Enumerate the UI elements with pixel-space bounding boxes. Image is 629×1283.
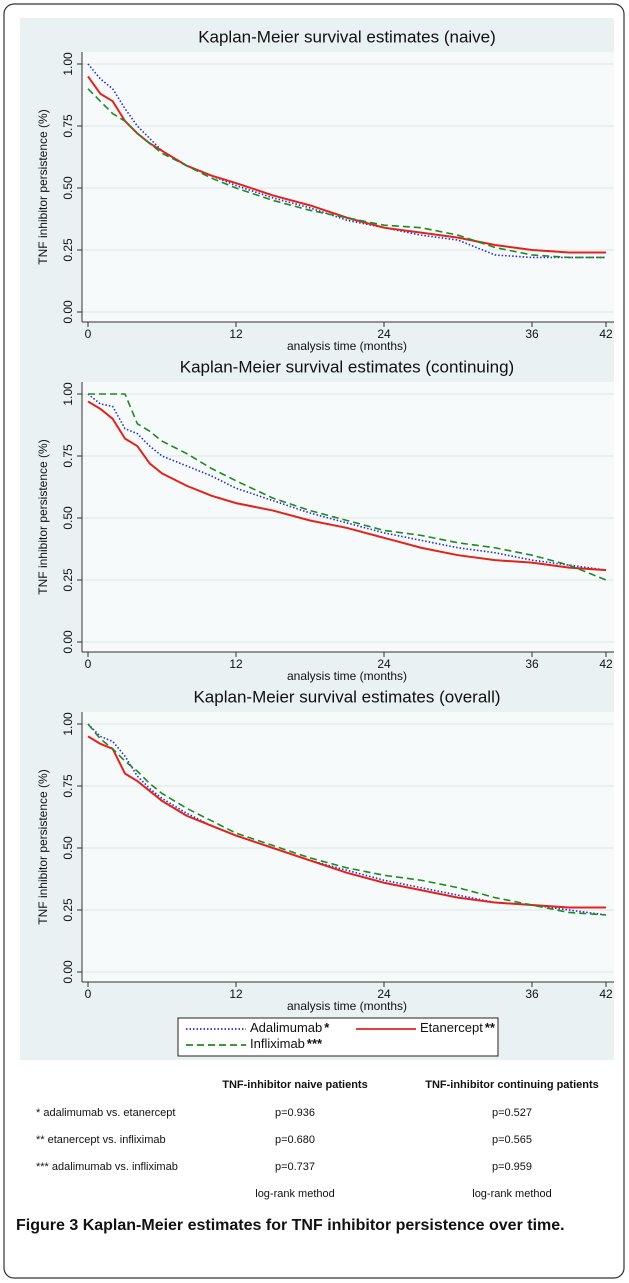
legend-name: Infliximab — [250, 1036, 305, 1051]
y-tick-label: 0.00 — [61, 960, 75, 984]
p-value: p=0.737 — [275, 1161, 315, 1173]
y-tick-label: 0.00 — [61, 300, 75, 324]
survival-line — [87, 63, 606, 259]
y-axis-title: TNF inhibitor persistence (%) — [36, 769, 50, 924]
y-tick-label: 0.25 — [61, 568, 75, 592]
x-tick-label: 36 — [525, 327, 539, 341]
caption-label: Figure 3 — [16, 1217, 79, 1234]
survival-line — [87, 400, 607, 572]
x-tick-label: 12 — [229, 327, 243, 341]
survival-line — [87, 735, 606, 909]
legend-label: Adalimumab * — [250, 1020, 330, 1035]
x-tick-label: 24 — [377, 987, 391, 1001]
x-tick-label: 12 — [229, 987, 243, 1001]
y-tick-label: 0.50 — [61, 176, 75, 200]
legend-name: Etanercept — [420, 1020, 483, 1035]
table-header: TNF-inhibitor continuing patients — [425, 1079, 599, 1091]
legend-note: *** — [307, 1036, 323, 1051]
row-label: ** etanercept vs. infliximab — [36, 1134, 166, 1146]
p-value: p=0.936 — [275, 1107, 315, 1119]
x-tick-label: 36 — [525, 987, 539, 1001]
y-axis-title: TNF inhibitor persistence (%) — [36, 109, 50, 264]
table-header: TNF-inhibitor naive patients — [222, 1079, 367, 1091]
y-tick-label: 0.75 — [61, 444, 75, 468]
row-label: * adalimumab vs. etanercept — [36, 1107, 175, 1119]
row-label: *** adalimumab vs. infliximab — [36, 1161, 178, 1173]
x-axis-title: analysis time (months) — [287, 339, 407, 353]
method-label: log-rank method — [472, 1188, 552, 1200]
chart-title: Kaplan-Meier survival estimates (overall… — [193, 687, 500, 706]
chart-title: Kaplan-Meier survival estimates (naive) — [198, 27, 496, 46]
y-tick-label: 0.50 — [61, 836, 75, 860]
plot-region — [82, 52, 614, 322]
x-tick-label: 42 — [599, 987, 613, 1001]
p-value: p=0.565 — [492, 1134, 532, 1146]
survival-line — [87, 393, 607, 571]
x-tick-label: 0 — [85, 987, 92, 1001]
x-tick-label: 36 — [525, 657, 539, 671]
caption: Figure 3 Kaplan-Meier estimates for TNF … — [16, 1214, 616, 1238]
y-tick-label: 0.25 — [61, 898, 75, 922]
x-axis-title: analysis time (months) — [287, 999, 407, 1013]
x-axis-title: analysis time (months) — [287, 669, 407, 683]
x-tick-label: 0 — [85, 327, 92, 341]
y-tick-label: 0.25 — [61, 238, 75, 262]
survival-line — [87, 75, 606, 254]
chart-title: Kaplan-Meier survival estimates (continu… — [180, 357, 514, 376]
legend-name: Adalimumab — [250, 1020, 322, 1035]
p-value: p=0.527 — [492, 1107, 532, 1119]
x-tick-label: 42 — [599, 327, 613, 341]
legend-note: ** — [485, 1020, 496, 1035]
x-tick-label: 24 — [377, 657, 391, 671]
plot-region — [82, 712, 614, 982]
plot-region — [82, 382, 614, 652]
y-tick-label: 1.00 — [61, 712, 75, 736]
p-value: p=0.959 — [492, 1161, 532, 1173]
method-label: log-rank method — [255, 1188, 335, 1200]
survival-line — [87, 723, 607, 916]
y-tick-label: 0.75 — [61, 774, 75, 798]
y-tick-label: 0.00 — [61, 630, 75, 654]
x-tick-label: 42 — [599, 657, 613, 671]
survival-line — [88, 393, 607, 581]
y-tick-label: 1.00 — [61, 382, 75, 406]
p-value: p=0.680 — [275, 1134, 315, 1146]
x-tick-label: 0 — [85, 657, 92, 671]
x-tick-label: 12 — [229, 657, 243, 671]
caption-text: Kaplan-Meier estimates for TNF inhibitor… — [82, 1217, 565, 1234]
y-tick-label: 0.50 — [61, 506, 75, 530]
y-tick-label: 1.00 — [61, 52, 75, 76]
legend-label: Etanercept ** — [420, 1020, 496, 1035]
y-axis-title: TNF inhibitor persistence (%) — [36, 439, 50, 594]
legend-label: Infliximab *** — [250, 1036, 323, 1051]
survival-line — [87, 88, 606, 259]
x-tick-label: 24 — [377, 327, 391, 341]
legend-box — [177, 1017, 499, 1057]
legend-note: * — [324, 1020, 330, 1035]
y-tick-label: 0.75 — [61, 114, 75, 138]
